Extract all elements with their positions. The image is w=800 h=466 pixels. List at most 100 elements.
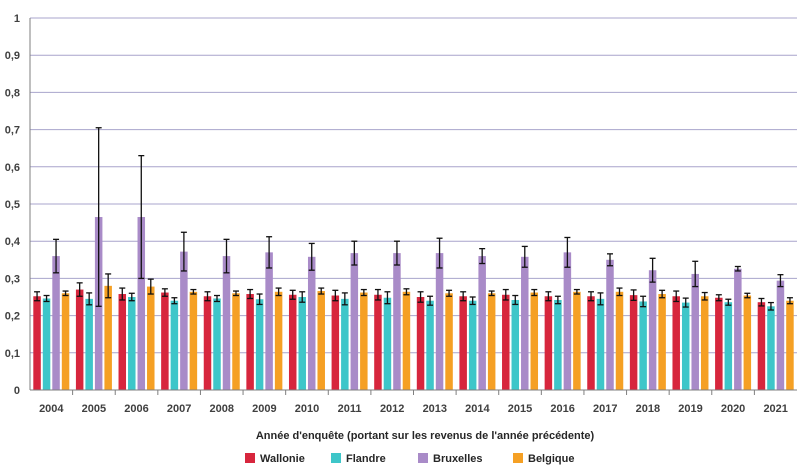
x-tick-label: 2020 [721, 403, 745, 415]
error-bar [630, 289, 637, 301]
error-bar [573, 288, 580, 295]
x-axis-tick-labels: 2004 2005 2006 2007 2008 2009 2010 2011 2012 2013… [39, 403, 788, 415]
bar-wallonie [629, 295, 638, 390]
bar-flandre [426, 300, 434, 390]
y-tick-label: 0,9 [5, 50, 20, 62]
x-tick-label: 2012 [380, 403, 404, 415]
error-bar [289, 289, 296, 300]
x-tick-label: 2013 [423, 403, 447, 415]
bar-flandre [511, 299, 520, 390]
error-bar [256, 293, 263, 306]
legend-label: Wallonie [260, 453, 305, 465]
error-bar [659, 289, 666, 299]
bar-belgique [360, 292, 368, 390]
bar-flandre [681, 302, 690, 390]
error-bar [190, 288, 197, 295]
legend-swatch [513, 453, 523, 463]
x-tick-label: 2017 [593, 403, 617, 415]
error-bar [777, 274, 784, 288]
bar-wallonie [33, 296, 41, 390]
legend-item-bruxelles: Bruxelles [418, 453, 483, 465]
bar-flandre [213, 298, 221, 390]
bar-wallonie [544, 296, 553, 390]
bar-belgique [317, 291, 325, 390]
error-bar [393, 240, 400, 266]
error-bar [469, 296, 476, 306]
bar-bruxelles [52, 256, 60, 390]
bar-bruxelles [691, 273, 699, 390]
y-tick-label: 0 [14, 385, 20, 397]
error-bar [204, 291, 211, 302]
bar-bruxelles [265, 252, 273, 390]
error-bar [266, 236, 273, 269]
x-tick-label: 2014 [465, 403, 490, 415]
error-bar [531, 288, 538, 297]
error-bar [119, 287, 126, 301]
error-bar [417, 291, 424, 303]
error-bar [715, 294, 722, 302]
bar-wallonie [757, 302, 766, 390]
bar-wallonie [502, 294, 510, 390]
error-bar [128, 292, 135, 302]
y-axis-tick-labels: 0 0,1 0,2 0,3 0,4 0,5 0,6 0,7 0,8 0,9 1 [5, 13, 21, 397]
x-tick-label: 2010 [295, 403, 319, 415]
error-bar [308, 242, 315, 271]
x-tick-label: 2016 [550, 403, 574, 415]
legend-swatch [418, 453, 428, 463]
bar-belgique [274, 291, 283, 390]
bar-flandre [128, 297, 136, 390]
bar-wallonie [715, 297, 723, 390]
bar-wallonie [459, 296, 467, 390]
bar-wallonie [288, 294, 297, 390]
error-bar [62, 290, 69, 297]
error-bar [502, 288, 509, 301]
error-bar [403, 288, 410, 296]
error-bar [446, 289, 453, 297]
bar-bruxelles [435, 253, 444, 390]
bar-wallonie [416, 297, 425, 390]
y-tick-label: 0,3 [5, 273, 20, 285]
bar-belgique [232, 293, 240, 390]
error-bar [545, 291, 552, 302]
error-bar [436, 237, 443, 269]
error-bar [512, 294, 519, 306]
bar-belgique [487, 293, 496, 390]
error-bar [360, 288, 367, 297]
legend: Wallonie Flandre Bruxelles Belgique [245, 453, 574, 465]
error-bar [95, 127, 102, 307]
bar-bruxelles [563, 252, 572, 390]
bar-belgique [104, 285, 112, 390]
bar-belgique [147, 286, 155, 390]
bar-wallonie [161, 292, 169, 390]
bar-belgique [445, 293, 453, 390]
bar-belgique [61, 293, 70, 390]
error-bar [767, 301, 774, 311]
y-tick-label: 0,6 [5, 162, 20, 174]
error-bar [318, 287, 325, 295]
x-tick-label: 2005 [82, 403, 106, 415]
error-bar [76, 282, 83, 297]
bar-flandre [255, 299, 264, 390]
bar-bruxelles [734, 268, 742, 390]
y-tick-label: 0,8 [5, 87, 20, 99]
error-bar [299, 291, 306, 303]
error-bar [147, 278, 154, 295]
error-bar [649, 257, 656, 283]
error-bar [247, 288, 254, 300]
legend-item-flandre: Flandre [331, 453, 386, 465]
bar-bruxelles [180, 251, 188, 390]
bar-flandre [639, 301, 647, 390]
bar-bruxelles [393, 253, 401, 390]
error-bar [734, 265, 741, 272]
error-bar [332, 289, 339, 302]
y-tick-label: 0,4 [5, 236, 21, 248]
bar-flandre [42, 298, 51, 390]
error-bar [34, 291, 41, 302]
bar-bruxelles [776, 280, 785, 390]
error-bar [597, 292, 604, 306]
legend-item-wallonie: Wallonie [245, 453, 305, 465]
error-bar [744, 292, 751, 299]
legend-label: Flandre [346, 453, 386, 465]
bar-flandre [724, 302, 733, 390]
